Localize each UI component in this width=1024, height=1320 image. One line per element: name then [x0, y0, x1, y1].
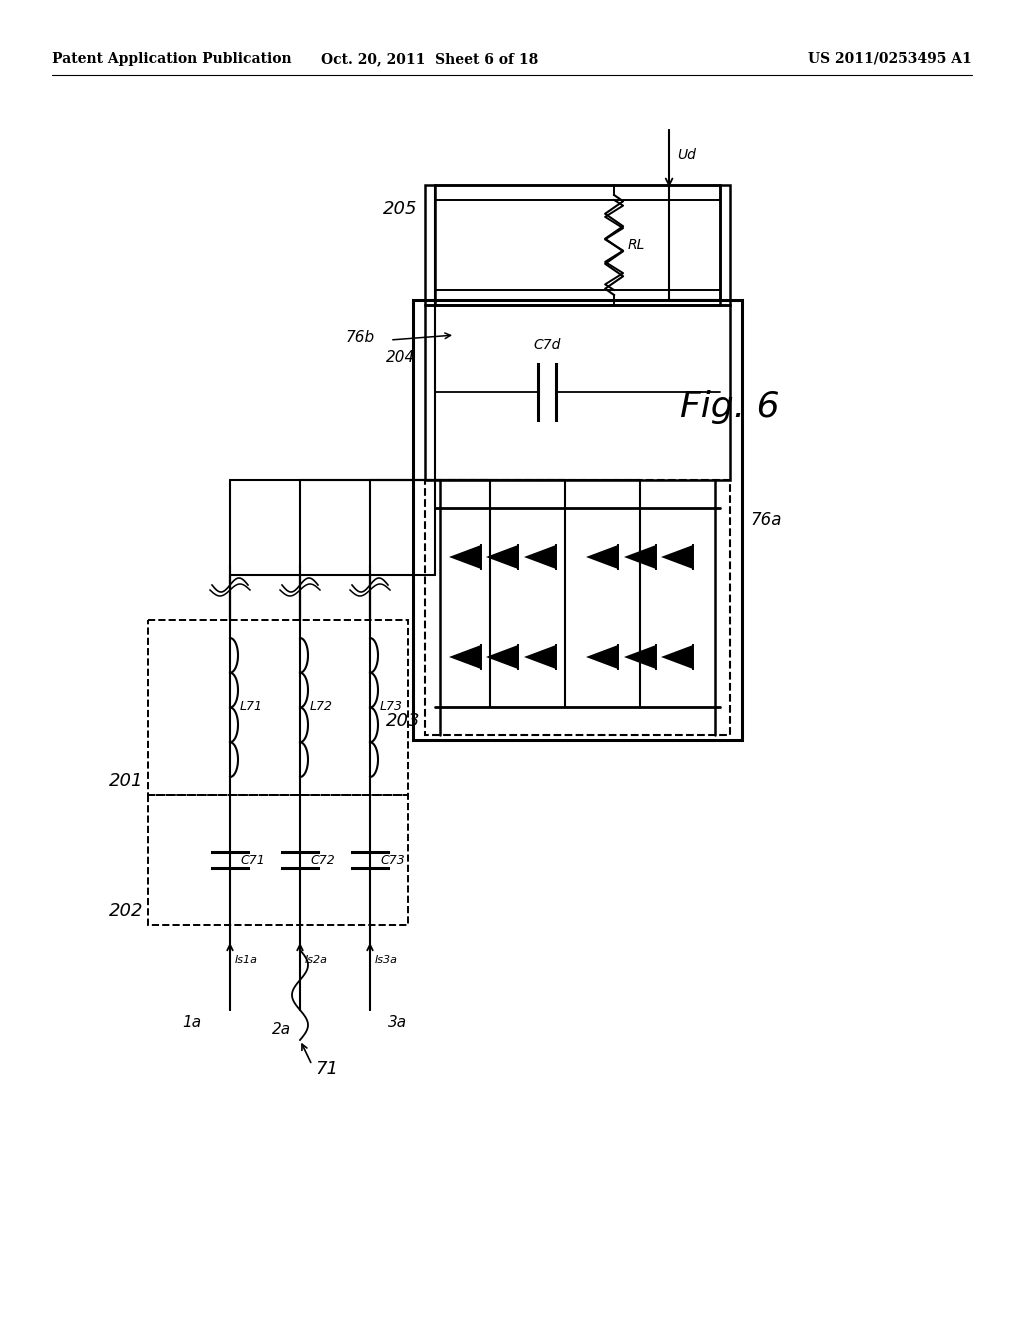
Bar	[148, 795, 408, 925]
Text: C7d: C7d	[534, 338, 561, 352]
Text: Is3a: Is3a	[375, 954, 398, 965]
Text: Patent Application Publication: Patent Application Publication	[52, 51, 292, 66]
Polygon shape	[524, 645, 556, 669]
Polygon shape	[486, 645, 518, 669]
Polygon shape	[586, 645, 618, 669]
Polygon shape	[449, 645, 481, 669]
Text: C71: C71	[240, 854, 265, 866]
Text: 202: 202	[109, 902, 143, 920]
Text: 204: 204	[386, 350, 415, 366]
Text: 1a: 1a	[182, 1015, 202, 1030]
Bar	[425, 305, 730, 480]
Text: US 2011/0253495 A1: US 2011/0253495 A1	[808, 51, 972, 66]
Text: C72: C72	[310, 854, 335, 866]
Polygon shape	[662, 645, 693, 669]
Polygon shape	[624, 645, 656, 669]
Text: 3a: 3a	[388, 1015, 408, 1030]
Polygon shape	[662, 545, 693, 569]
Bar	[413, 300, 742, 741]
Polygon shape	[486, 545, 518, 569]
Polygon shape	[586, 545, 618, 569]
Text: 205: 205	[383, 201, 417, 218]
Text: Fig. 6: Fig. 6	[680, 389, 779, 424]
Text: 71: 71	[315, 1060, 338, 1078]
Bar	[148, 620, 408, 795]
Bar	[425, 185, 730, 305]
Text: 76a: 76a	[750, 511, 781, 529]
Text: 2a: 2a	[272, 1022, 292, 1038]
Text: C73: C73	[380, 854, 404, 866]
Text: Is1a: Is1a	[234, 954, 258, 965]
Text: RL: RL	[628, 238, 645, 252]
Text: 201: 201	[109, 772, 143, 789]
Polygon shape	[449, 545, 481, 569]
Polygon shape	[624, 545, 656, 569]
Text: L72: L72	[310, 701, 333, 714]
Text: Ud: Ud	[677, 148, 696, 162]
Text: 203: 203	[385, 711, 420, 730]
Bar	[425, 480, 730, 735]
Text: Is2a: Is2a	[305, 954, 328, 965]
Text: Oct. 20, 2011  Sheet 6 of 18: Oct. 20, 2011 Sheet 6 of 18	[322, 51, 539, 66]
Polygon shape	[524, 545, 556, 569]
Text: L71: L71	[240, 701, 263, 714]
Text: L73: L73	[380, 701, 403, 714]
Text: 76b: 76b	[346, 330, 375, 345]
